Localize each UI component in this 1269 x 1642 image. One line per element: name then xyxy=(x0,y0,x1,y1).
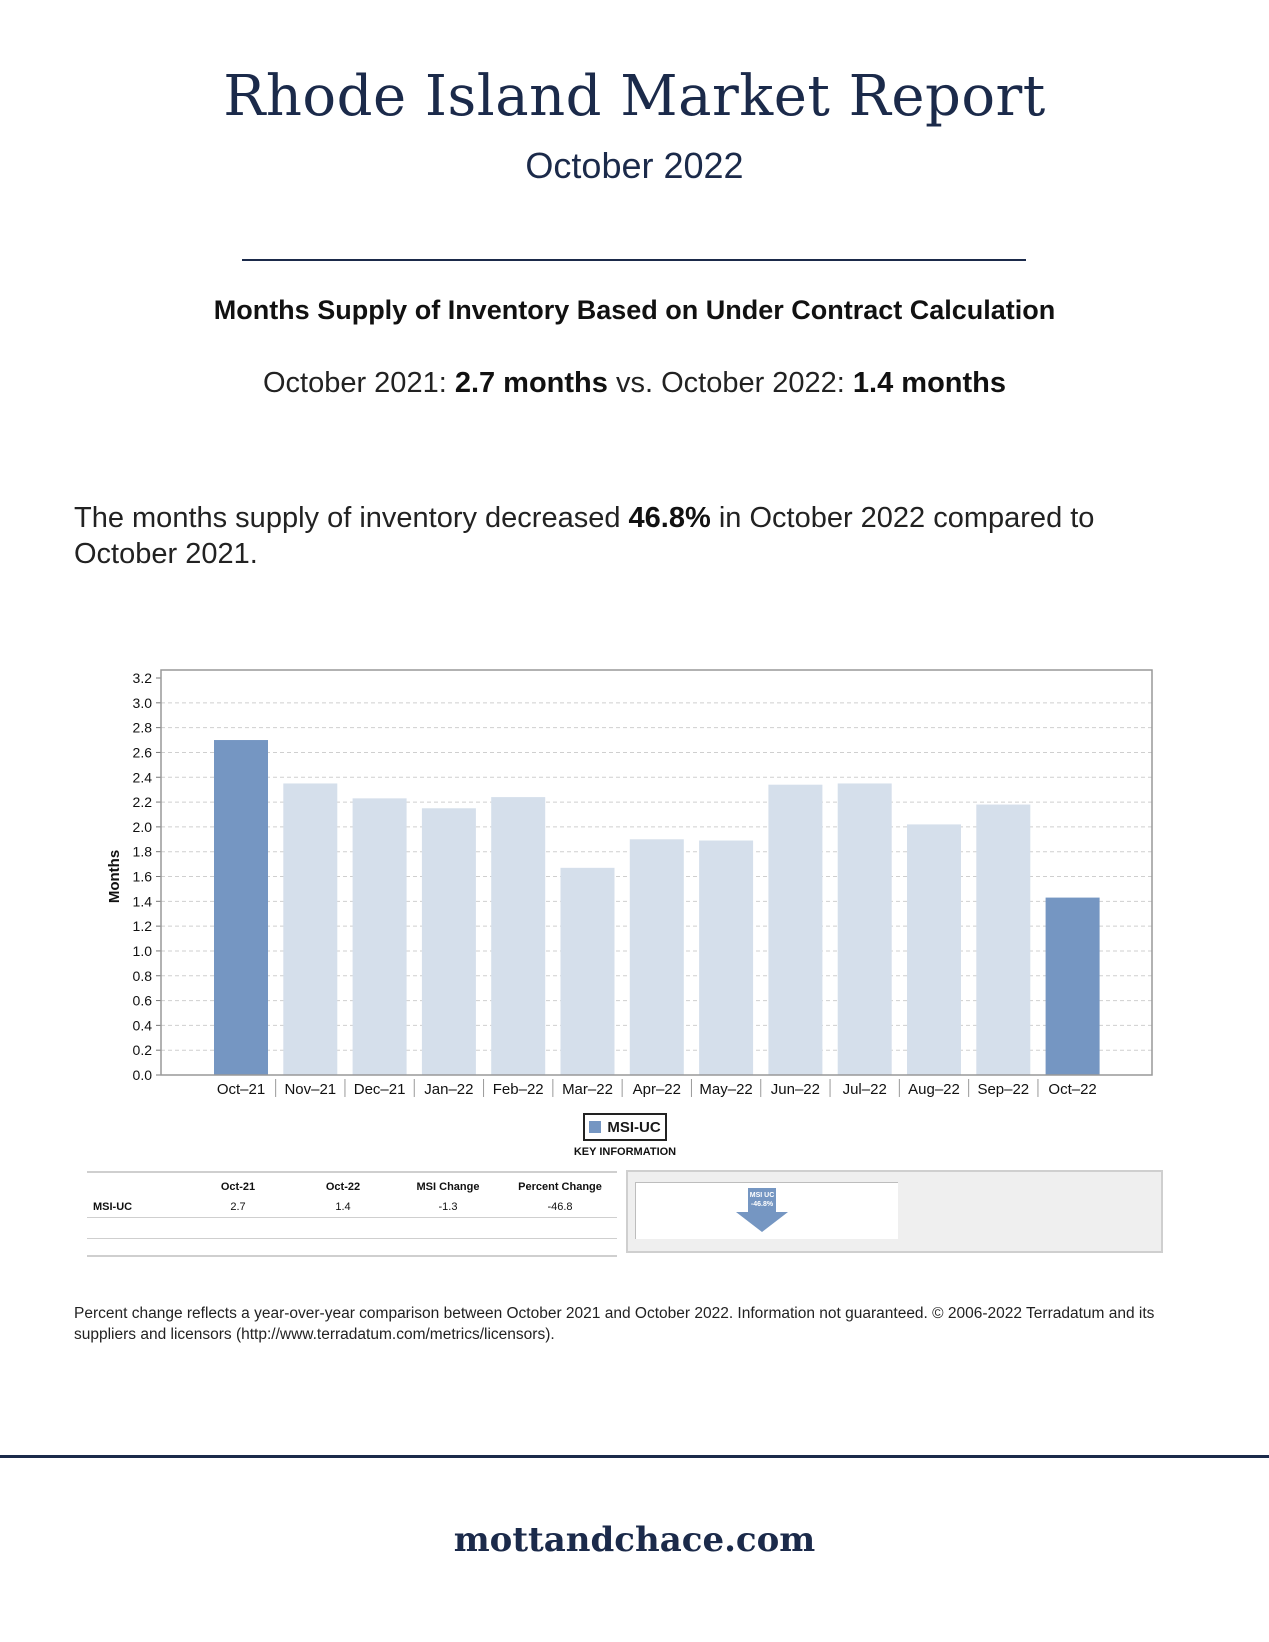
key-info-col-percent-change: Percent Change xyxy=(518,1181,602,1193)
y-tick-label: 2.0 xyxy=(133,819,153,835)
msi-bar-chart: 0.0 0.2 0.4 0.6 0.8 1.0 1.2 1.4 1.6 1.8 2.0 2.2 2.4 2… xyxy=(106,669,1153,1098)
y-axis-label: Months xyxy=(106,850,123,903)
compare-mid: vs. October 2022: xyxy=(607,367,853,399)
compare-prefix-1: October 2021: xyxy=(262,367,455,399)
x-tick-label: Feb–22 xyxy=(493,1081,544,1098)
x-tick-label: Dec–21 xyxy=(354,1081,406,1098)
down-arrow-icon xyxy=(736,1188,788,1232)
y-tick-label: 0.4 xyxy=(133,1017,153,1033)
bar xyxy=(421,808,476,1075)
key-info-header-row: Oct-21 Oct-22 MSI Change Percent Change xyxy=(87,1177,617,1197)
y-tick-label: 2.8 xyxy=(133,720,153,736)
x-tick-label: Aug–22 xyxy=(908,1081,960,1098)
y-tick-label: 0.2 xyxy=(133,1042,153,1058)
row-percent-change: -46.8 xyxy=(547,1201,573,1213)
arrow-label-line-2: -46.8% xyxy=(750,1201,774,1208)
table-row-empty xyxy=(87,1218,617,1239)
key-info-title: KEY INFORMATION xyxy=(573,1146,677,1158)
x-tick-label: Jan–22 xyxy=(424,1081,473,1098)
website-link[interactable]: mottandchace.com xyxy=(453,1520,816,1560)
row-label: MSI-UC xyxy=(93,1201,133,1213)
summary-text: The months supply of inventory decreased… xyxy=(74,500,1194,572)
key-info-col-msi-change: MSI Change xyxy=(416,1181,480,1193)
y-tick-label: 1.6 xyxy=(133,869,153,885)
change-indicator-box: MSI UC -46.8% xyxy=(635,1182,898,1239)
x-tick-label: Jul–22 xyxy=(843,1081,887,1098)
bar xyxy=(768,784,823,1075)
row-oct22: 1.4 xyxy=(335,1201,351,1213)
key-info-change-panel: MSI UC -46.8% xyxy=(626,1170,1163,1253)
x-tick-label: Nov–21 xyxy=(284,1081,336,1098)
x-tick-label: Sep–22 xyxy=(977,1081,1029,1098)
bar xyxy=(629,839,684,1075)
plot-frame xyxy=(160,669,1153,1076)
bar xyxy=(491,797,546,1075)
compare-value-2: 1.4 months xyxy=(852,367,1007,399)
y-tick-label: 0.8 xyxy=(133,968,153,984)
title-divider xyxy=(242,259,1026,261)
x-tick-label: Oct–21 xyxy=(217,1081,265,1098)
table-row: MSI-UC 2.7 1.4 -1.3 -46.8 xyxy=(87,1197,617,1218)
bar xyxy=(699,840,754,1075)
summary-suffix: in October 2022 compared to October 2021… xyxy=(74,502,1095,570)
summary-value: 46.8% xyxy=(628,502,711,534)
key-info-table: Oct-21 Oct-22 MSI Change Percent Change … xyxy=(87,1171,617,1257)
y-tick-label: 1.0 xyxy=(133,943,153,959)
report-title: Rhode Island Market Report xyxy=(223,64,1046,129)
bar xyxy=(283,783,338,1075)
y-tick-label: 2.4 xyxy=(133,769,153,785)
y-tick-label: 3.2 xyxy=(133,670,153,686)
summary-prefix: The months supply of inventory decreased xyxy=(74,502,629,534)
x-tick-label: Oct–22 xyxy=(1048,1081,1096,1098)
bar xyxy=(976,804,1031,1075)
y-tick-label: 0.0 xyxy=(133,1067,153,1083)
arrow-label-line-1: MSI UC xyxy=(749,1192,775,1199)
comparison-line: October 2021: 2.7 months vs. October 202… xyxy=(0,367,1269,400)
section-heading: Months Supply of Inventory Based on Unde… xyxy=(213,295,1056,325)
report-subtitle: October 2022 xyxy=(525,145,744,186)
row-msi-change: -1.3 xyxy=(438,1201,458,1213)
x-tick-label: Mar–22 xyxy=(562,1081,613,1098)
bar xyxy=(560,867,615,1075)
x-tick-label: May–22 xyxy=(699,1081,752,1098)
y-tick-label: 1.4 xyxy=(133,893,153,909)
x-tick-label: Jun–22 xyxy=(771,1081,820,1098)
arrow-label: MSI UC -46.8% xyxy=(734,1191,790,1209)
legend-swatch xyxy=(589,1121,602,1133)
y-tick-label: 0.6 xyxy=(133,993,153,1009)
key-info-col-oct21: Oct-21 xyxy=(220,1181,256,1193)
row-oct21: 2.7 xyxy=(230,1201,246,1213)
x-tick-label: Apr–22 xyxy=(633,1081,681,1098)
key-info-col-oct22: Oct-22 xyxy=(325,1181,361,1193)
bar xyxy=(907,824,961,1075)
bar xyxy=(214,740,268,1075)
bar xyxy=(1045,897,1100,1075)
y-tick-label: 2.6 xyxy=(133,744,153,760)
y-tick-label: 1.8 xyxy=(133,844,153,860)
footer-divider xyxy=(0,1455,1269,1458)
compare-value-1: 2.7 months xyxy=(454,367,608,399)
table-bottom-border xyxy=(87,1239,617,1257)
y-tick-label: 3.0 xyxy=(133,695,153,711)
y-tick-label: 2.2 xyxy=(133,794,153,810)
bar xyxy=(837,783,892,1075)
bar xyxy=(352,798,407,1075)
chart-legend: MSI-UC xyxy=(583,1113,667,1141)
legend-label: MSI-UC xyxy=(607,1118,661,1136)
footnote: Percent change reflects a year-over-year… xyxy=(74,1305,1155,1343)
y-tick-label: 1.2 xyxy=(133,918,153,934)
